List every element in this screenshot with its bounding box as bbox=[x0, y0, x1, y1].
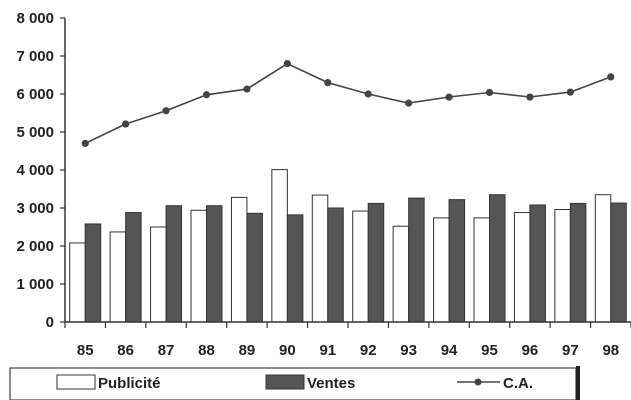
bar-publicite bbox=[271, 169, 288, 323]
bar-publicite bbox=[594, 194, 612, 323]
legend-swatch-ventes bbox=[265, 374, 305, 390]
point-ca bbox=[162, 107, 170, 115]
point-ca bbox=[445, 93, 453, 101]
line-layer bbox=[81, 60, 615, 147]
bar-publicite bbox=[554, 209, 571, 323]
x-tick-label: 95 bbox=[481, 342, 498, 359]
legend-label-publicite: Publicité bbox=[98, 375, 161, 392]
x-tick-label: 98 bbox=[602, 342, 619, 359]
bar-ventes bbox=[125, 212, 142, 323]
y-tick-layer: 0 1 000 2 000 3 000 4 000 5 000 6 000 7 000 8 00… bbox=[16, 10, 65, 331]
legend-swatch-publicite bbox=[56, 374, 96, 390]
bar-publicite bbox=[230, 196, 248, 323]
y-tick-label: 4 000 bbox=[16, 162, 54, 179]
y-tick-label: 8 000 bbox=[16, 10, 54, 27]
line-ca bbox=[84, 62, 612, 145]
y-tick-label: 3 000 bbox=[16, 200, 54, 217]
bar-ventes bbox=[610, 202, 627, 323]
bar-publicite bbox=[473, 217, 490, 323]
x-tick-label: 96 bbox=[522, 342, 539, 359]
bars-layer bbox=[69, 169, 627, 323]
legend: Publicité Ventes C.A. bbox=[9, 366, 580, 400]
x-tick-layer: 85 86 87 88 89 90 91 92 93 94 95 96 97 98 bbox=[64, 322, 631, 359]
y-tick-label: 5 000 bbox=[16, 124, 54, 141]
bar-publicite bbox=[311, 194, 329, 323]
legend-marker-ca bbox=[474, 378, 482, 386]
x-tick-label: 87 bbox=[158, 342, 175, 359]
x-tick-label: 97 bbox=[562, 342, 579, 359]
x-tick-label: 90 bbox=[279, 342, 296, 359]
bar-ventes bbox=[286, 214, 304, 323]
bar-publicite bbox=[109, 231, 127, 323]
y-tick-label: 1 000 bbox=[16, 276, 54, 293]
point-ca bbox=[81, 139, 89, 147]
bar-ventes bbox=[489, 194, 506, 323]
x-tick-label: 86 bbox=[117, 342, 134, 359]
bar-ventes bbox=[529, 204, 546, 323]
bar-ventes bbox=[246, 212, 263, 323]
bar-ventes bbox=[448, 199, 466, 323]
bar-publicite bbox=[190, 209, 207, 323]
bar-ventes bbox=[367, 202, 385, 323]
legend-label-ventes: Ventes bbox=[307, 375, 355, 392]
axes-layer bbox=[64, 18, 631, 323]
point-ca bbox=[202, 91, 211, 99]
point-ca bbox=[283, 60, 291, 68]
bar-publicite bbox=[513, 212, 531, 323]
bar-ventes bbox=[206, 205, 223, 323]
y-tick-label: 2 000 bbox=[16, 238, 54, 255]
y-tick-label: 0 bbox=[46, 314, 54, 331]
bar-publicite bbox=[433, 217, 450, 323]
bar-publicite bbox=[69, 242, 86, 323]
point-ca bbox=[607, 73, 615, 81]
point-ca bbox=[485, 88, 494, 97]
point-ca bbox=[243, 85, 251, 93]
x-tick-label: 94 bbox=[441, 342, 458, 359]
legend-label-ca: C.A. bbox=[503, 375, 533, 392]
point-ca bbox=[526, 93, 534, 101]
x-tick-label: 93 bbox=[400, 342, 417, 359]
bar-publicite bbox=[352, 210, 369, 323]
bar-publicite bbox=[392, 225, 410, 323]
bar-ventes bbox=[84, 223, 102, 323]
bar-ventes bbox=[408, 197, 425, 323]
x-tick-label: 91 bbox=[319, 342, 336, 359]
point-ca bbox=[324, 79, 332, 87]
bar-publicite bbox=[150, 226, 167, 323]
point-ca bbox=[405, 99, 413, 107]
x-tick-label: 89 bbox=[239, 342, 256, 359]
point-ca bbox=[364, 90, 372, 98]
point-ca bbox=[566, 88, 574, 96]
bar-ventes bbox=[327, 207, 344, 323]
x-tick-label: 88 bbox=[198, 342, 215, 359]
bar-ventes bbox=[165, 205, 183, 323]
x-tick-label: 92 bbox=[360, 342, 377, 359]
x-tick-label: 85 bbox=[77, 342, 94, 359]
bar-ventes bbox=[569, 202, 587, 323]
point-ca bbox=[122, 120, 130, 128]
y-tick-label: 7 000 bbox=[16, 48, 54, 65]
y-tick-label: 6 000 bbox=[16, 86, 54, 103]
